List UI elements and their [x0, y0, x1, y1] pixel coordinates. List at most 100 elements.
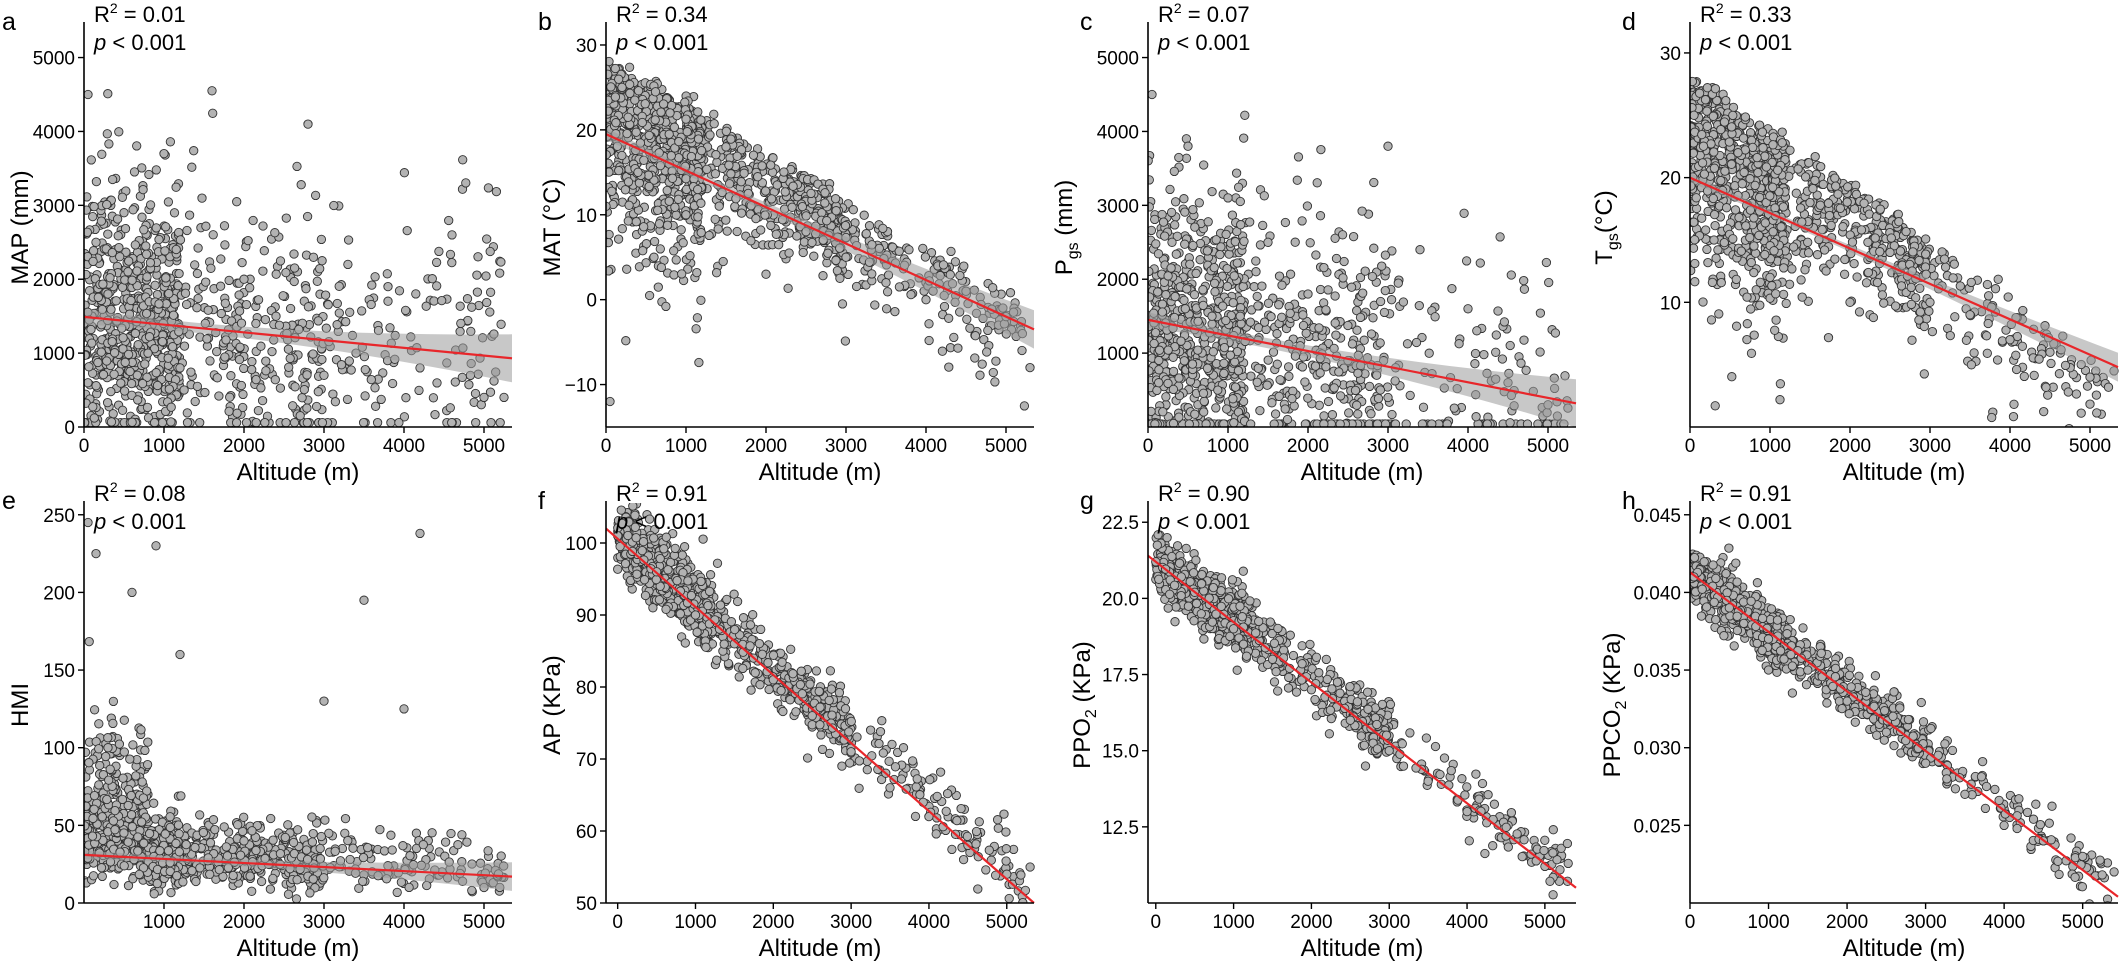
data-point [2043, 390, 2053, 400]
data-point [1550, 328, 1561, 338]
data-point [617, 224, 627, 234]
data-point [84, 205, 92, 215]
data-point [939, 301, 950, 312]
data-point [109, 348, 120, 358]
data-point [667, 173, 678, 183]
data-point [711, 268, 722, 278]
data-point [1702, 244, 1712, 255]
r-squared-superscript: 2 [632, 0, 640, 16]
r-squared-label: R2 = 0.33 [1700, 0, 1792, 27]
data-point [473, 252, 483, 262]
data-point [1194, 198, 1204, 208]
p-value-label: p < 0.001 [615, 30, 708, 55]
data-point [1755, 277, 1765, 287]
data-point [682, 127, 692, 137]
data-point [1896, 281, 1907, 291]
data-point [944, 313, 954, 323]
data-point [736, 177, 746, 187]
data-point [106, 304, 116, 315]
data-point [472, 287, 483, 297]
data-point [2017, 341, 2028, 351]
data-point [1305, 238, 1315, 248]
data-point [464, 380, 474, 390]
data-point [1353, 368, 1363, 378]
data-point [428, 393, 439, 403]
x-tick-label: 1000 [1749, 436, 1791, 457]
data-point [1195, 255, 1205, 265]
data-point [470, 388, 481, 399]
p-value-label: p < 0.001 [1699, 30, 1792, 55]
data-point [726, 134, 736, 144]
data-point [2085, 399, 2095, 409]
data-point [1350, 385, 1361, 396]
data-point [103, 229, 113, 239]
data-point [1216, 242, 1226, 252]
data-point [278, 291, 288, 301]
data-point [691, 324, 701, 334]
p-value: < 0.001 [1170, 30, 1250, 55]
data-point [739, 168, 749, 178]
data-point [1842, 197, 1852, 207]
data-point [2054, 369, 2065, 379]
data-point [1415, 245, 1425, 255]
data-point [132, 141, 142, 151]
data-point [1749, 213, 1759, 223]
data-point [1856, 225, 1867, 235]
data-point [1315, 211, 1326, 221]
data-point [302, 370, 312, 380]
data-point [261, 356, 271, 366]
data-point [696, 145, 707, 156]
data-point [1710, 401, 1720, 411]
data-point [271, 269, 281, 279]
data-point [685, 251, 695, 261]
data-point [319, 370, 329, 380]
data-point [205, 356, 215, 366]
r-squared-value: = 0.07 [1182, 2, 1250, 27]
data-point [1319, 411, 1329, 421]
data-point [1334, 367, 1344, 377]
data-point [142, 272, 152, 282]
data-point [1390, 419, 1401, 427]
data-point [962, 314, 972, 324]
data-point [1297, 362, 1308, 372]
y-axis-label-subscript: gs [1605, 233, 1622, 250]
data-point [1380, 250, 1391, 260]
data-point [920, 252, 931, 262]
y-tick-label: 4000 [1097, 122, 1139, 143]
data-point [86, 155, 96, 165]
data-point [220, 352, 230, 362]
r-squared-superscript: 2 [1174, 0, 1182, 16]
data-point [1461, 256, 1472, 266]
data-point [106, 386, 116, 397]
data-point [370, 272, 380, 282]
data-point [91, 381, 101, 391]
data-point [1757, 127, 1768, 137]
data-point [1331, 253, 1342, 264]
data-point [1506, 270, 1516, 280]
data-point [285, 353, 295, 364]
data-point [137, 212, 147, 222]
data-point [1166, 207, 1177, 218]
data-point [1202, 246, 1213, 256]
x-tick-label: 5000 [1527, 436, 1569, 457]
data-point [1321, 305, 1331, 315]
data-point [1321, 362, 1331, 372]
data-point [1232, 258, 1242, 268]
data-point [1221, 315, 1231, 326]
data-point [239, 363, 249, 374]
data-point [867, 269, 877, 279]
p-symbol: p [1157, 30, 1170, 55]
data-point [163, 353, 173, 363]
x-tick-label: 2000 [1829, 436, 1871, 457]
data-point [622, 128, 632, 139]
x-tick-label: 4000 [905, 436, 947, 457]
data-point [991, 356, 1001, 366]
data-point [192, 303, 202, 313]
data-point [1879, 298, 1889, 308]
data-point [1246, 371, 1256, 381]
x-tick-label: 0 [1143, 436, 1154, 457]
data-point [840, 336, 851, 346]
data-point [736, 208, 747, 218]
data-point [358, 417, 369, 427]
y-axis-label-main: P [1051, 259, 1078, 275]
